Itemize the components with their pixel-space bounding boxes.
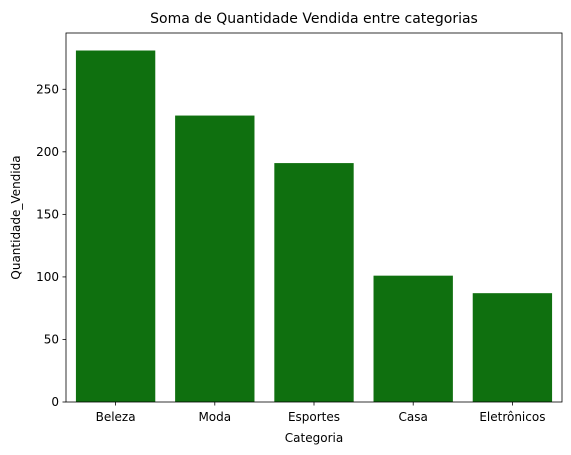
y-tick-label: 0 — [51, 395, 59, 409]
bar-casa — [373, 275, 453, 402]
bars-group — [75, 50, 553, 402]
bar-esportes — [274, 163, 354, 402]
x-axis-ticks: Beleza Moda Esportes Casa Eletrônicos — [96, 402, 545, 424]
y-axis-ticks: 0 50 100 150 200 250 — [36, 82, 66, 409]
y-tick-label: 150 — [36, 207, 59, 221]
chart-title: Soma de Quantidade Vendida entre categor… — [150, 11, 478, 27]
x-tick-label: Eletrônicos — [479, 410, 545, 424]
y-tick-label: 200 — [36, 145, 59, 159]
y-tick-label: 50 — [44, 332, 59, 346]
bar-moda — [175, 115, 255, 402]
x-tick-label: Moda — [198, 410, 231, 424]
y-tick-label: 250 — [36, 82, 59, 96]
x-tick-label: Beleza — [96, 410, 136, 424]
bar-eletrônicos — [472, 293, 553, 402]
y-tick-label: 100 — [36, 270, 59, 284]
bar-beleza — [75, 50, 156, 402]
x-tick-label: Casa — [399, 410, 428, 424]
x-tick-label: Esportes — [288, 410, 340, 424]
y-axis-label: Quantidade_Vendida — [9, 155, 23, 279]
plot-frame — [65, 32, 563, 403]
x-axis-label: Categoria — [285, 431, 343, 445]
